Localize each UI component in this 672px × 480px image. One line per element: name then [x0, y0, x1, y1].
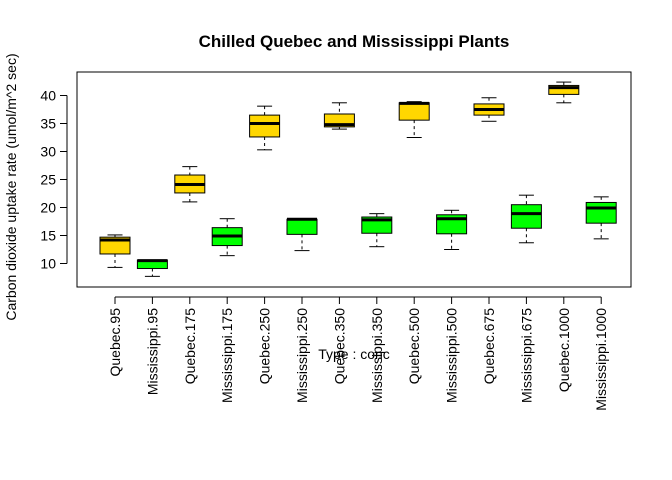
- boxes-group: [99, 81, 617, 277]
- box-quebec-675: [473, 97, 505, 122]
- x-tick-label: Quebec.350: [331, 308, 347, 384]
- iqr-box: [585, 201, 617, 224]
- box-mississippi-95: [136, 259, 168, 277]
- iqr-box: [398, 102, 430, 121]
- box-mississippi-675: [510, 194, 542, 244]
- y-axis-label: Carbon dioxide uptake rate (umol/m^2 sec…: [3, 53, 19, 320]
- y-tick-label: 10: [40, 255, 56, 271]
- x-tick-label: Quebec.250: [257, 308, 273, 384]
- plot-frame: [76, 71, 632, 288]
- iqr-box: [286, 218, 318, 235]
- box-mississippi-175: [211, 218, 243, 257]
- x-tick-labels: Quebec.95 Mississippi.95 Quebec.175 Mississ…: [107, 296, 609, 411]
- x-tick-label: Mississippi.350: [369, 308, 385, 403]
- y-tick-label: 30: [40, 144, 56, 160]
- box-quebec-500: [398, 101, 430, 139]
- x-tick-label: Mississippi.675: [518, 308, 534, 403]
- box-mississippi-250: [286, 217, 318, 252]
- y-tick-label: 40: [40, 88, 56, 104]
- y-tick-label: 20: [40, 199, 56, 215]
- x-tick-label: Quebec.95: [107, 308, 123, 377]
- box-mississippi-1000: [585, 196, 617, 240]
- iqr-box: [548, 84, 580, 95]
- y-tick-label: 15: [40, 227, 56, 243]
- box-quebec-250: [249, 105, 281, 151]
- y-axis: 10 15 20 25 30 35 40: [40, 88, 68, 271]
- x-tick-label: Quebec.175: [182, 308, 198, 384]
- x-tick-label: Quebec.1000: [556, 308, 572, 392]
- box-quebec-175: [174, 166, 206, 203]
- y-tick-label: 25: [40, 172, 56, 188]
- box-mississippi-500: [436, 209, 468, 250]
- x-tick-label: Mississippi.175: [219, 308, 235, 403]
- y-tick-label: 35: [40, 116, 56, 132]
- x-tick-label: Mississippi.500: [444, 308, 460, 403]
- x-tick-label: Mississippi.1000: [593, 308, 609, 411]
- iqr-box: [249, 114, 281, 138]
- box-quebec-95: [99, 234, 131, 268]
- box-quebec-350: [323, 102, 355, 130]
- x-tick-label: Mississippi.95: [144, 308, 160, 395]
- iqr-box: [510, 204, 542, 229]
- x-tick-label: Quebec.675: [481, 308, 497, 384]
- box-mississippi-350: [361, 213, 393, 248]
- chart-title: Chilled Quebec and Mississippi Plants: [199, 32, 510, 51]
- x-axis-label: Type : conc: [318, 346, 390, 362]
- x-tick-label: Mississippi.250: [294, 308, 310, 403]
- x-tick-label: Quebec.500: [406, 308, 422, 384]
- box-quebec-1000: [548, 81, 580, 104]
